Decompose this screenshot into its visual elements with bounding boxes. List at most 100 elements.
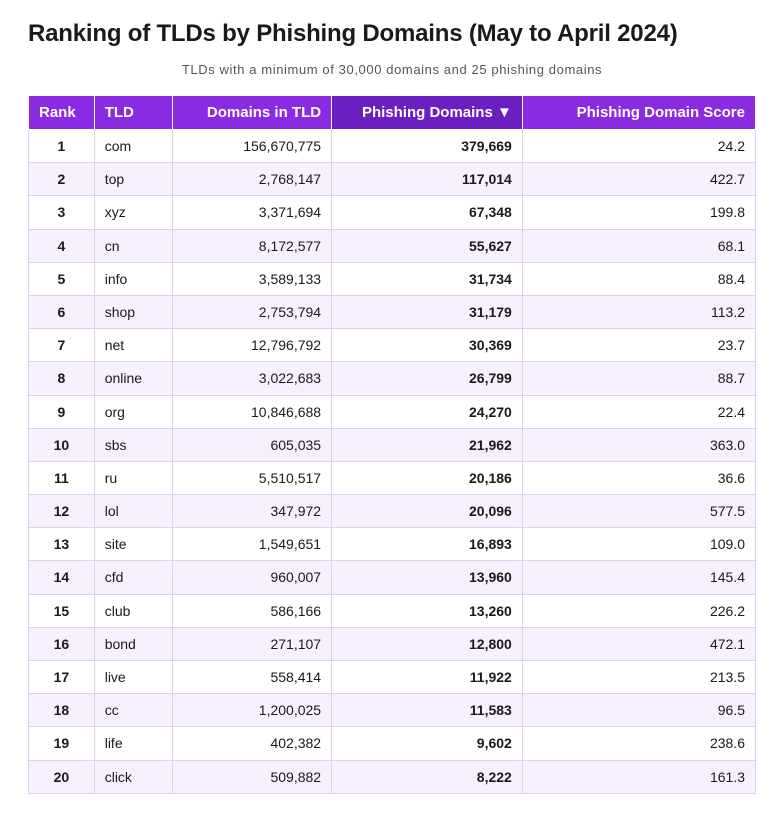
cell-tld: top bbox=[94, 163, 172, 196]
table-row: 11ru5,510,51720,18636.6 bbox=[29, 461, 756, 494]
cell-score: 577.5 bbox=[522, 495, 755, 528]
cell-tld: club bbox=[94, 594, 172, 627]
cell-phish: 67,348 bbox=[332, 196, 523, 229]
cell-rank: 1 bbox=[29, 130, 95, 163]
table-row: 9org10,846,68824,27022.4 bbox=[29, 395, 756, 428]
cell-phish: 13,260 bbox=[332, 594, 523, 627]
column-header-phish[interactable]: Phishing Domains ▼ bbox=[332, 96, 523, 130]
cell-score: 88.7 bbox=[522, 362, 755, 395]
table-header: RankTLDDomains in TLDPhishing Domains ▼P… bbox=[29, 96, 756, 130]
cell-domains: 3,022,683 bbox=[173, 362, 332, 395]
cell-phish: 26,799 bbox=[332, 362, 523, 395]
cell-domains: 1,200,025 bbox=[173, 694, 332, 727]
cell-score: 238.6 bbox=[522, 727, 755, 760]
cell-rank: 15 bbox=[29, 594, 95, 627]
cell-phish: 11,922 bbox=[332, 661, 523, 694]
table-row: 19life402,3829,602238.6 bbox=[29, 727, 756, 760]
cell-rank: 2 bbox=[29, 163, 95, 196]
cell-rank: 9 bbox=[29, 395, 95, 428]
cell-score: 363.0 bbox=[522, 428, 755, 461]
page-subtitle: TLDs with a minimum of 30,000 domains an… bbox=[28, 62, 756, 77]
table-row: 6shop2,753,79431,179113.2 bbox=[29, 295, 756, 328]
cell-tld: sbs bbox=[94, 428, 172, 461]
cell-phish: 9,602 bbox=[332, 727, 523, 760]
cell-phish: 16,893 bbox=[332, 528, 523, 561]
cell-score: 36.6 bbox=[522, 461, 755, 494]
cell-rank: 12 bbox=[29, 495, 95, 528]
table-row: 16bond271,10712,800472.1 bbox=[29, 627, 756, 660]
cell-phish: 8,222 bbox=[332, 760, 523, 793]
column-header-rank[interactable]: Rank bbox=[29, 96, 95, 130]
page-title: Ranking of TLDs by Phishing Domains (May… bbox=[28, 20, 756, 48]
table-row: 3xyz3,371,69467,348199.8 bbox=[29, 196, 756, 229]
cell-tld: online bbox=[94, 362, 172, 395]
cell-phish: 24,270 bbox=[332, 395, 523, 428]
cell-score: 88.4 bbox=[522, 262, 755, 295]
cell-phish: 12,800 bbox=[332, 627, 523, 660]
table-row: 15club586,16613,260226.2 bbox=[29, 594, 756, 627]
cell-phish: 21,962 bbox=[332, 428, 523, 461]
cell-phish: 11,583 bbox=[332, 694, 523, 727]
cell-domains: 960,007 bbox=[173, 561, 332, 594]
cell-score: 68.1 bbox=[522, 229, 755, 262]
cell-rank: 10 bbox=[29, 428, 95, 461]
cell-phish: 31,734 bbox=[332, 262, 523, 295]
cell-score: 226.2 bbox=[522, 594, 755, 627]
cell-rank: 20 bbox=[29, 760, 95, 793]
table-row: 10sbs605,03521,962363.0 bbox=[29, 428, 756, 461]
cell-tld: click bbox=[94, 760, 172, 793]
table-row: 18cc1,200,02511,58396.5 bbox=[29, 694, 756, 727]
cell-tld: life bbox=[94, 727, 172, 760]
cell-score: 422.7 bbox=[522, 163, 755, 196]
cell-score: 96.5 bbox=[522, 694, 755, 727]
cell-rank: 14 bbox=[29, 561, 95, 594]
cell-domains: 12,796,792 bbox=[173, 329, 332, 362]
cell-domains: 2,753,794 bbox=[173, 295, 332, 328]
column-header-score[interactable]: Phishing Domain Score bbox=[522, 96, 755, 130]
cell-rank: 13 bbox=[29, 528, 95, 561]
cell-tld: cc bbox=[94, 694, 172, 727]
cell-tld: site bbox=[94, 528, 172, 561]
table-row: 5info3,589,13331,73488.4 bbox=[29, 262, 756, 295]
cell-rank: 17 bbox=[29, 661, 95, 694]
cell-domains: 558,414 bbox=[173, 661, 332, 694]
tld-ranking-table: RankTLDDomains in TLDPhishing Domains ▼P… bbox=[28, 95, 756, 794]
cell-score: 213.5 bbox=[522, 661, 755, 694]
cell-score: 109.0 bbox=[522, 528, 755, 561]
cell-domains: 271,107 bbox=[173, 627, 332, 660]
cell-tld: ru bbox=[94, 461, 172, 494]
cell-domains: 605,035 bbox=[173, 428, 332, 461]
cell-tld: xyz bbox=[94, 196, 172, 229]
cell-tld: cn bbox=[94, 229, 172, 262]
cell-tld: shop bbox=[94, 295, 172, 328]
cell-phish: 117,014 bbox=[332, 163, 523, 196]
table-row: 17live558,41411,922213.5 bbox=[29, 661, 756, 694]
cell-rank: 11 bbox=[29, 461, 95, 494]
cell-domains: 5,510,517 bbox=[173, 461, 332, 494]
cell-domains: 1,549,651 bbox=[173, 528, 332, 561]
cell-rank: 5 bbox=[29, 262, 95, 295]
column-header-tld[interactable]: TLD bbox=[94, 96, 172, 130]
cell-rank: 3 bbox=[29, 196, 95, 229]
cell-tld: com bbox=[94, 130, 172, 163]
column-header-domains[interactable]: Domains in TLD bbox=[173, 96, 332, 130]
cell-phish: 30,369 bbox=[332, 329, 523, 362]
cell-score: 145.4 bbox=[522, 561, 755, 594]
table-row: 12lol347,97220,096577.5 bbox=[29, 495, 756, 528]
table-row: 4cn8,172,57755,62768.1 bbox=[29, 229, 756, 262]
cell-rank: 7 bbox=[29, 329, 95, 362]
cell-tld: lol bbox=[94, 495, 172, 528]
cell-domains: 509,882 bbox=[173, 760, 332, 793]
cell-domains: 347,972 bbox=[173, 495, 332, 528]
cell-tld: bond bbox=[94, 627, 172, 660]
cell-domains: 156,670,775 bbox=[173, 130, 332, 163]
cell-phish: 31,179 bbox=[332, 295, 523, 328]
cell-score: 161.3 bbox=[522, 760, 755, 793]
cell-rank: 18 bbox=[29, 694, 95, 727]
cell-tld: info bbox=[94, 262, 172, 295]
cell-rank: 6 bbox=[29, 295, 95, 328]
cell-tld: org bbox=[94, 395, 172, 428]
cell-tld: live bbox=[94, 661, 172, 694]
cell-phish: 20,186 bbox=[332, 461, 523, 494]
table-row: 20click509,8828,222161.3 bbox=[29, 760, 756, 793]
